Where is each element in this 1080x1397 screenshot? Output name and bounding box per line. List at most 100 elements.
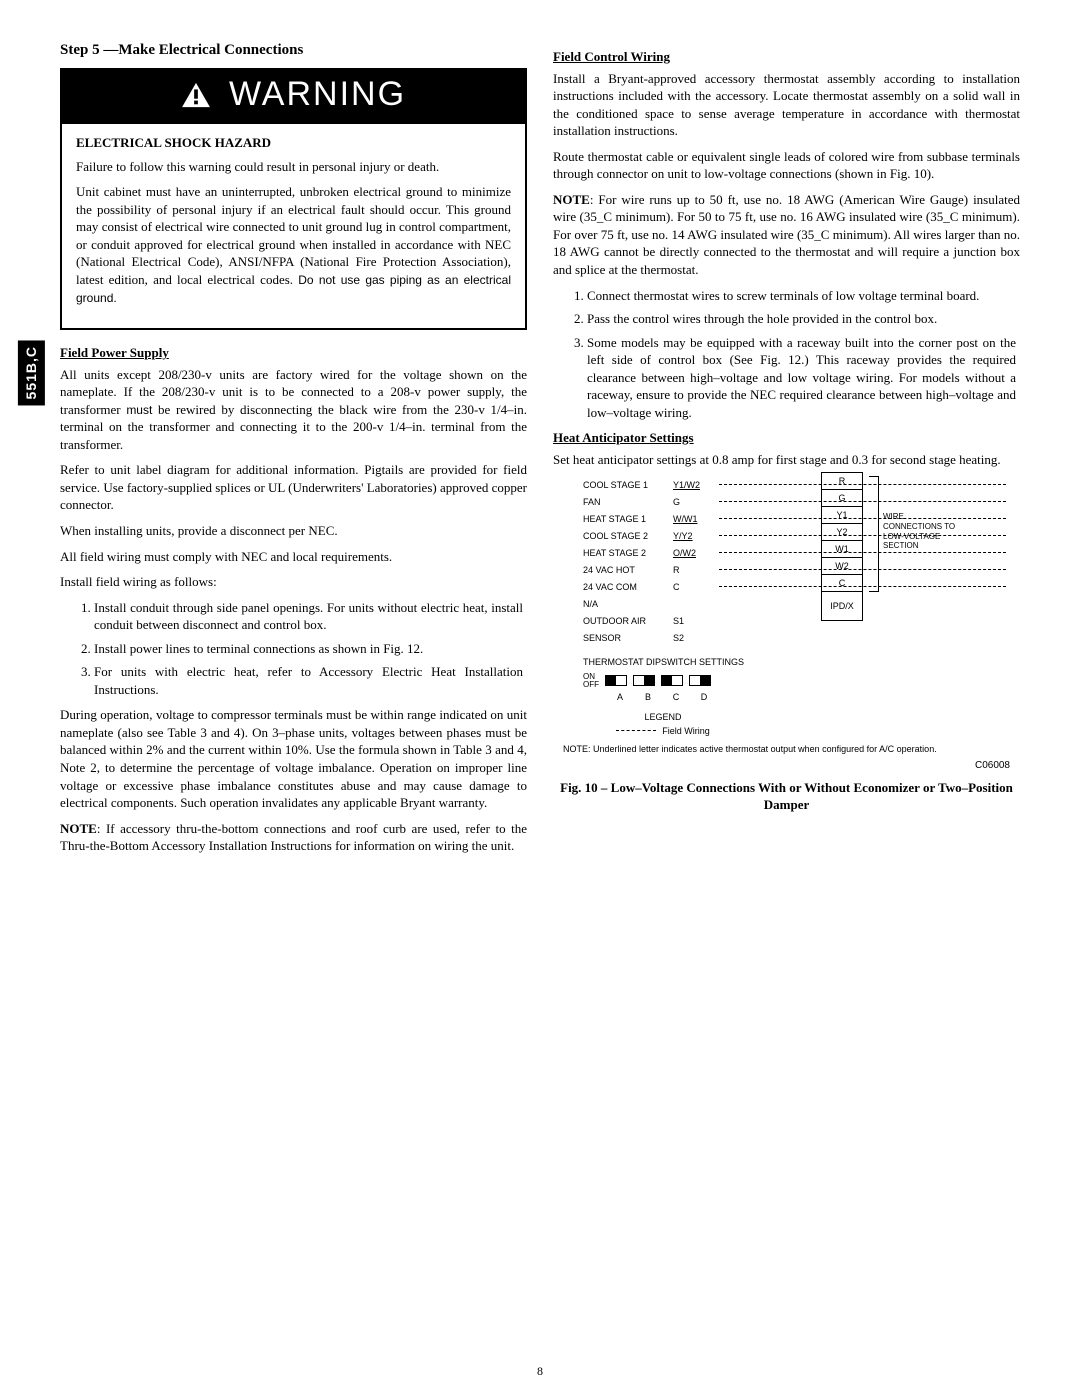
- fcw-note: NOTE: For wire runs up to 50 ft, use no.…: [553, 191, 1020, 279]
- dipswitch-icon: [605, 675, 627, 686]
- step-name: Make Electrical Connections: [118, 42, 303, 58]
- right-column: Field Control Wiring Install a Bryant-ap…: [553, 40, 1020, 863]
- left-column: Step 5 —Make Electrical Connections WARN…: [60, 40, 527, 863]
- operation-p1: During operation, voltage to compressor …: [60, 706, 527, 811]
- legend-title: LEGEND: [583, 711, 743, 723]
- dip-label: D: [693, 691, 715, 703]
- warning-p2a: Unit cabinet must have an uninterrupted,…: [76, 184, 511, 287]
- diagram-row: 24 VAC COMC: [583, 578, 1010, 595]
- warning-box: WARNING ELECTRICAL SHOCK HAZARD Failure …: [60, 68, 527, 330]
- side-tab: 551B,C: [18, 340, 45, 405]
- note-label: NOTE: [553, 192, 590, 207]
- diagram-row: 24 VAC HOTR: [583, 561, 1010, 578]
- off-label: OFF: [583, 681, 599, 689]
- list-item: Connect thermostat wires to screw termin…: [587, 287, 1020, 305]
- dipswitch-icon: [633, 675, 655, 686]
- dipswitch-labels: A B C D: [609, 691, 1020, 703]
- note-text: : For wire runs up to 50 ft, use no. 18 …: [553, 192, 1020, 277]
- two-column-layout: Step 5 —Make Electrical Connections WARN…: [60, 40, 1020, 863]
- row-code: S2: [673, 632, 715, 644]
- dip-label: A: [609, 691, 631, 703]
- warning-header: WARNING: [62, 70, 525, 124]
- diagram-row: COOL STAGE 1Y1/W2: [583, 476, 1010, 493]
- figure-caption: Fig. 10 – Low–Voltage Connections With o…: [553, 779, 1020, 814]
- list-item: Pass the control wires through the hole …: [587, 310, 1020, 328]
- bracket-label: WIRE CONNECTIONS TO LOW-VOLTAGE SECTION: [883, 512, 963, 550]
- row-label: SENSOR: [583, 632, 673, 644]
- row-code: O/W2: [673, 547, 715, 559]
- terminal: Y2: [822, 524, 862, 541]
- fps-p5: Install field wiring as follows:: [60, 573, 527, 591]
- figure-10: R G Y1 Y2 W1 W2 C IPD/X WIRE CONNECTIONS…: [553, 476, 1020, 813]
- on-off-label: ON OFF: [583, 673, 599, 689]
- step-title: Step 5 —Make Electrical Connections: [60, 40, 527, 60]
- heat-anticipator-head: Heat Anticipator Settings: [553, 429, 1020, 447]
- terminal: Y1: [822, 507, 862, 524]
- operation-note: NOTE: If accessory thru-the-bottom conne…: [60, 820, 527, 855]
- row-label: FAN: [583, 496, 673, 508]
- dashed-line-icon: [616, 730, 656, 731]
- terminal: C: [822, 575, 862, 592]
- terminal-column: R G Y1 Y2 W1 W2 C IPD/X: [821, 472, 863, 621]
- terminal: IPD/X: [822, 592, 862, 620]
- diagram-row: SENSORS2: [583, 629, 1010, 646]
- fps-p2: Refer to unit label diagram for addition…: [60, 461, 527, 514]
- row-label: 24 VAC HOT: [583, 564, 673, 576]
- row-label: HEAT STAGE 1: [583, 513, 673, 525]
- row-code: G: [673, 496, 715, 508]
- fcw-p1: Install a Bryant-approved accessory ther…: [553, 70, 1020, 140]
- list-item: Install power lines to terminal connecti…: [94, 640, 527, 658]
- list-item: Install conduit through side panel openi…: [94, 599, 527, 634]
- fps-p3: When installing units, provide a disconn…: [60, 522, 527, 540]
- legend-block: LEGEND Field Wiring: [583, 711, 743, 737]
- diagram-row: FANG: [583, 493, 1010, 510]
- terminal: W1: [822, 541, 862, 558]
- row-code: Y/Y2: [673, 530, 715, 542]
- row-code: C: [673, 581, 715, 593]
- dip-label: C: [665, 691, 687, 703]
- field-power-supply-head: Field Power Supply: [60, 344, 527, 362]
- diagram-row: OUTDOOR AIRS1: [583, 612, 1010, 629]
- figure-note: NOTE: Underlined letter indicates active…: [563, 743, 1010, 755]
- fps-p1: All units except 208/230-v units are fac…: [60, 366, 527, 454]
- dipswitch-icon: [661, 675, 683, 686]
- terminal: G: [822, 490, 862, 507]
- terminal: W2: [822, 558, 862, 575]
- wiring-diagram: R G Y1 Y2 W1 W2 C IPD/X WIRE CONNECTIONS…: [583, 476, 1010, 646]
- fcw-list: Connect thermostat wires to screw termin…: [587, 287, 1020, 422]
- row-label: HEAT STAGE 2: [583, 547, 673, 559]
- row-label: OUTDOOR AIR: [583, 615, 673, 627]
- list-item: Some models may be equipped with a racew…: [587, 334, 1020, 422]
- terminal: R: [822, 473, 862, 490]
- dipswitch-icon: [689, 675, 711, 686]
- warning-p1: Failure to follow this warning could res…: [76, 158, 511, 176]
- dipswitch-title: THERMOSTAT DIPSWITCH SETTINGS: [583, 656, 1020, 668]
- dip-label: B: [637, 691, 659, 703]
- row-label: 24 VAC COM: [583, 581, 673, 593]
- hazard-title: ELECTRICAL SHOCK HAZARD: [76, 134, 511, 152]
- step-prefix: Step 5 —: [60, 42, 118, 58]
- has-p: Set heat anticipator settings at 0.8 amp…: [553, 451, 1020, 469]
- row-code: S1: [673, 615, 715, 627]
- warning-label: WARNING: [229, 72, 406, 118]
- diagram-row: N/A: [583, 595, 1010, 612]
- note-text: : If accessory thru-the-bottom connectio…: [60, 821, 527, 854]
- row-label: COOL STAGE 1: [583, 479, 673, 491]
- fps-p4: All field wiring must comply with NEC an…: [60, 548, 527, 566]
- page-number: 8: [0, 1363, 1080, 1379]
- note-label: NOTE: [60, 821, 97, 836]
- fps-list: Install conduit through side panel openi…: [94, 599, 527, 699]
- warning-icon: [181, 82, 211, 108]
- bracket-icon: [869, 476, 879, 592]
- warning-p2: Unit cabinet must have an uninterrupted,…: [76, 183, 511, 306]
- list-item: For units with electric heat, refer to A…: [94, 663, 527, 698]
- fps-must: must: [126, 403, 152, 417]
- row-label: N/A: [583, 598, 673, 610]
- field-control-wiring-head: Field Control Wiring: [553, 48, 1020, 66]
- row-code: W/W1: [673, 513, 715, 525]
- row-code: R: [673, 564, 715, 576]
- warning-body: ELECTRICAL SHOCK HAZARD Failure to follo…: [62, 124, 525, 328]
- fcw-p2: Route thermostat cable or equivalent sin…: [553, 148, 1020, 183]
- figure-code: C06008: [553, 759, 1020, 773]
- row-code: Y1/W2: [673, 479, 715, 491]
